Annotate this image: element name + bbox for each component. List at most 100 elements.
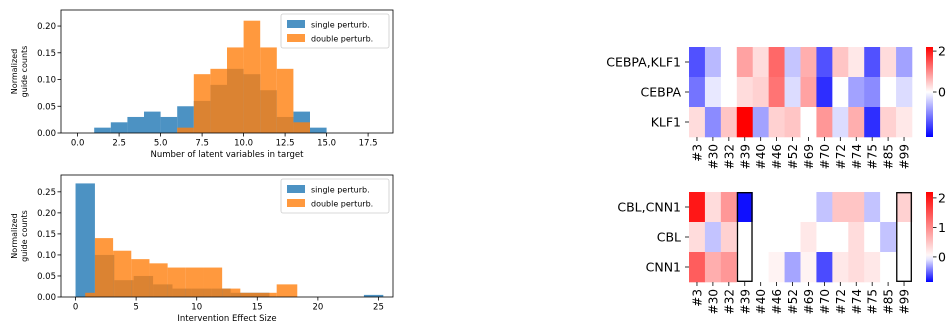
bottom-hist-legend-label-0: single perturb. bbox=[311, 186, 370, 195]
bottom-heatmap-cell-1-2 bbox=[720, 222, 738, 253]
bottom-hist-xtick-label-1: 5 bbox=[133, 303, 138, 313]
bottom-heatmap-highlight-1 bbox=[896, 192, 912, 282]
top-hist-xtick-label-3: 7.5 bbox=[195, 139, 209, 149]
bottom-heatmap-col-label-2: #32 bbox=[722, 289, 736, 314]
top-heatmap-cell-0-3 bbox=[736, 47, 754, 78]
bottom-heatmap-col-label-4: #40 bbox=[754, 289, 768, 314]
top-hist-bar-0-5 bbox=[177, 106, 194, 133]
bottom-heatmap-cell-1-13 bbox=[896, 222, 913, 253]
top-heatmap-cell-2-0 bbox=[689, 107, 706, 138]
top-hist-xtick-label-6: 15.0 bbox=[317, 139, 336, 149]
top-hist-bar-1-6 bbox=[276, 68, 294, 133]
top-heatmap-cell-2-12 bbox=[880, 107, 897, 138]
bottom-hist-series-1 bbox=[85, 238, 298, 297]
bottom-hist-ytick-label-2: 0.10 bbox=[37, 251, 56, 261]
top-heatmap-row-label-0: CEBPA,KLF1 bbox=[606, 55, 681, 70]
bottom-hist-xtick-label-0: 0 bbox=[73, 303, 78, 313]
top-hist-xtick-label-4: 10.0 bbox=[234, 139, 253, 149]
bottom-hist-bar-1-3 bbox=[131, 259, 150, 297]
top-heatmap-cell-1-13 bbox=[896, 77, 913, 108]
top-heatmap-col-label-9: #72 bbox=[834, 144, 848, 169]
top-hist-ytick-label-3: 0.15 bbox=[37, 49, 56, 59]
bottom-hist-bar-1-5 bbox=[167, 267, 186, 297]
top-heatmap-cell-0-13 bbox=[896, 47, 913, 78]
top-heatmap-cell-0-9 bbox=[832, 47, 849, 78]
bottom-hist-bar-1-0 bbox=[85, 292, 95, 297]
top-hist-xtick-label-7: 17.5 bbox=[359, 139, 378, 149]
top-heatmap-cell-2-8 bbox=[816, 107, 833, 138]
bottom-heatmap-row-label-2: CNN1 bbox=[646, 260, 681, 275]
top-heatmap-col-label-7: #69 bbox=[802, 144, 816, 169]
top-hist-legend-label-1: double perturb. bbox=[311, 35, 373, 44]
bottom-heatmap-colorbar bbox=[926, 192, 933, 282]
top-heatmap-colorbar-label-0: 2 bbox=[938, 44, 946, 59]
top-heatmap-cell-0-1 bbox=[704, 47, 722, 78]
bottom-heatmap-cell-1-7 bbox=[800, 222, 817, 253]
bottom-heatmap-cell-0-1 bbox=[704, 192, 722, 223]
bottom-heatmap-cell-1-4 bbox=[752, 222, 769, 253]
bottom-heatmap-cell-1-8 bbox=[816, 222, 833, 253]
top-heatmap-cell-1-6 bbox=[784, 77, 801, 108]
top-heatmap-cell-0-10 bbox=[848, 47, 865, 78]
bottom-hist-xlabel: Intervention Effect Size bbox=[177, 314, 276, 324]
bottom-hist-bar-1-8 bbox=[222, 288, 241, 297]
bottom-heatmap-col-label-7: #69 bbox=[802, 289, 816, 314]
top-heatmap-cell-0-5 bbox=[768, 47, 785, 78]
bottom-heatmap-col-label-6: #52 bbox=[786, 289, 800, 314]
bottom-heatmap-row-label-0: CBL,CNN1 bbox=[617, 200, 681, 215]
bottom-heatmap-cell-1-10 bbox=[848, 222, 865, 253]
top-heatmap-col-label-4: #40 bbox=[754, 144, 768, 169]
bottom-hist-bar-1-7 bbox=[203, 267, 223, 297]
bottom-heatmap-cell-0-6 bbox=[784, 192, 801, 223]
top-heatmap-cell-2-1 bbox=[704, 107, 722, 138]
top-heatmap-cell-1-3 bbox=[736, 77, 754, 108]
top-hist-bar-1-0 bbox=[177, 127, 194, 133]
bottom-heatmap-cell-0-4 bbox=[752, 192, 769, 223]
bottom-heatmap-cell-0-7 bbox=[800, 192, 817, 223]
top-heatmap-colorbar-label-1: 0 bbox=[938, 85, 946, 100]
top-heatmap-col-label-13: #99 bbox=[898, 144, 912, 169]
bottom-heatmap-cell-2-2 bbox=[720, 252, 738, 283]
bottom-heatmap-cell-0-9 bbox=[832, 192, 849, 223]
top-heatmap-cell-0-7 bbox=[800, 47, 817, 78]
top-hist: 0.0 2.5 5.0 7.5 10.0 12.5 15.0 17.5 0.00 0.05 0.10… bbox=[10, 9, 394, 160]
bottom-hist-ytick-label-4: 0.20 bbox=[37, 209, 56, 219]
top-heatmap-cell-0-0 bbox=[689, 47, 706, 78]
top-heatmap-cell-2-7 bbox=[800, 107, 817, 138]
top-heatmap-cell-1-1 bbox=[704, 77, 722, 108]
bottom-heatmap-cell-2-11 bbox=[864, 252, 881, 283]
top-heatmap-col-label-0: #3 bbox=[690, 144, 704, 162]
top-heatmap-cell-2-4 bbox=[752, 107, 769, 138]
bottom-heatmap-cell-2-0 bbox=[689, 252, 706, 283]
bottom-heatmap-cell-2-8 bbox=[816, 252, 833, 283]
bottom-heatmap-cell-2-5 bbox=[768, 252, 785, 283]
bottom-heatmap-cell-0-2 bbox=[720, 192, 738, 223]
top-heatmap-cell-2-6 bbox=[784, 107, 801, 138]
top-heatmap-cell-1-12 bbox=[880, 77, 897, 108]
top-hist-bar-0-2 bbox=[127, 116, 144, 133]
top-heatmap-cell-2-2 bbox=[720, 107, 738, 138]
bottom-hist-bar-1-1 bbox=[94, 238, 114, 297]
bottom-heatmap-colorbar-label-1: 1 bbox=[938, 220, 946, 235]
bottom-heatmap-cell-0-5 bbox=[768, 192, 785, 223]
bottom-hist-bar-1-9 bbox=[240, 292, 259, 297]
bottom-hist-bar-1-4 bbox=[149, 263, 168, 297]
top-heatmap-row-label-2: KLF1 bbox=[651, 115, 681, 130]
top-heatmap-cell-1-8 bbox=[816, 77, 833, 108]
top-heatmap-cell-2-11 bbox=[864, 107, 881, 138]
top-hist-legend-label-0: single perturb. bbox=[311, 21, 370, 30]
bottom-hist-legend-swatch-1 bbox=[287, 199, 305, 207]
bottom-heatmap-cell-2-1 bbox=[704, 252, 722, 283]
top-heatmap-row-label-1: CEBPA bbox=[641, 85, 682, 100]
bottom-hist-ytick-label-3: 0.15 bbox=[37, 230, 56, 240]
top-heatmap-cell-0-2 bbox=[720, 47, 738, 78]
top-heatmap-colorbar bbox=[926, 47, 933, 137]
bottom-heatmap-cell-1-0 bbox=[689, 222, 706, 253]
bottom-heatmap-cell-2-7 bbox=[800, 252, 817, 283]
bottom-hist-legend bbox=[280, 178, 390, 214]
top-hist-bar-0-13 bbox=[310, 127, 327, 133]
bottom-hist-ylabel-1: guide counts bbox=[20, 210, 29, 262]
bottom-heatmap-cell-2-12 bbox=[880, 252, 897, 283]
